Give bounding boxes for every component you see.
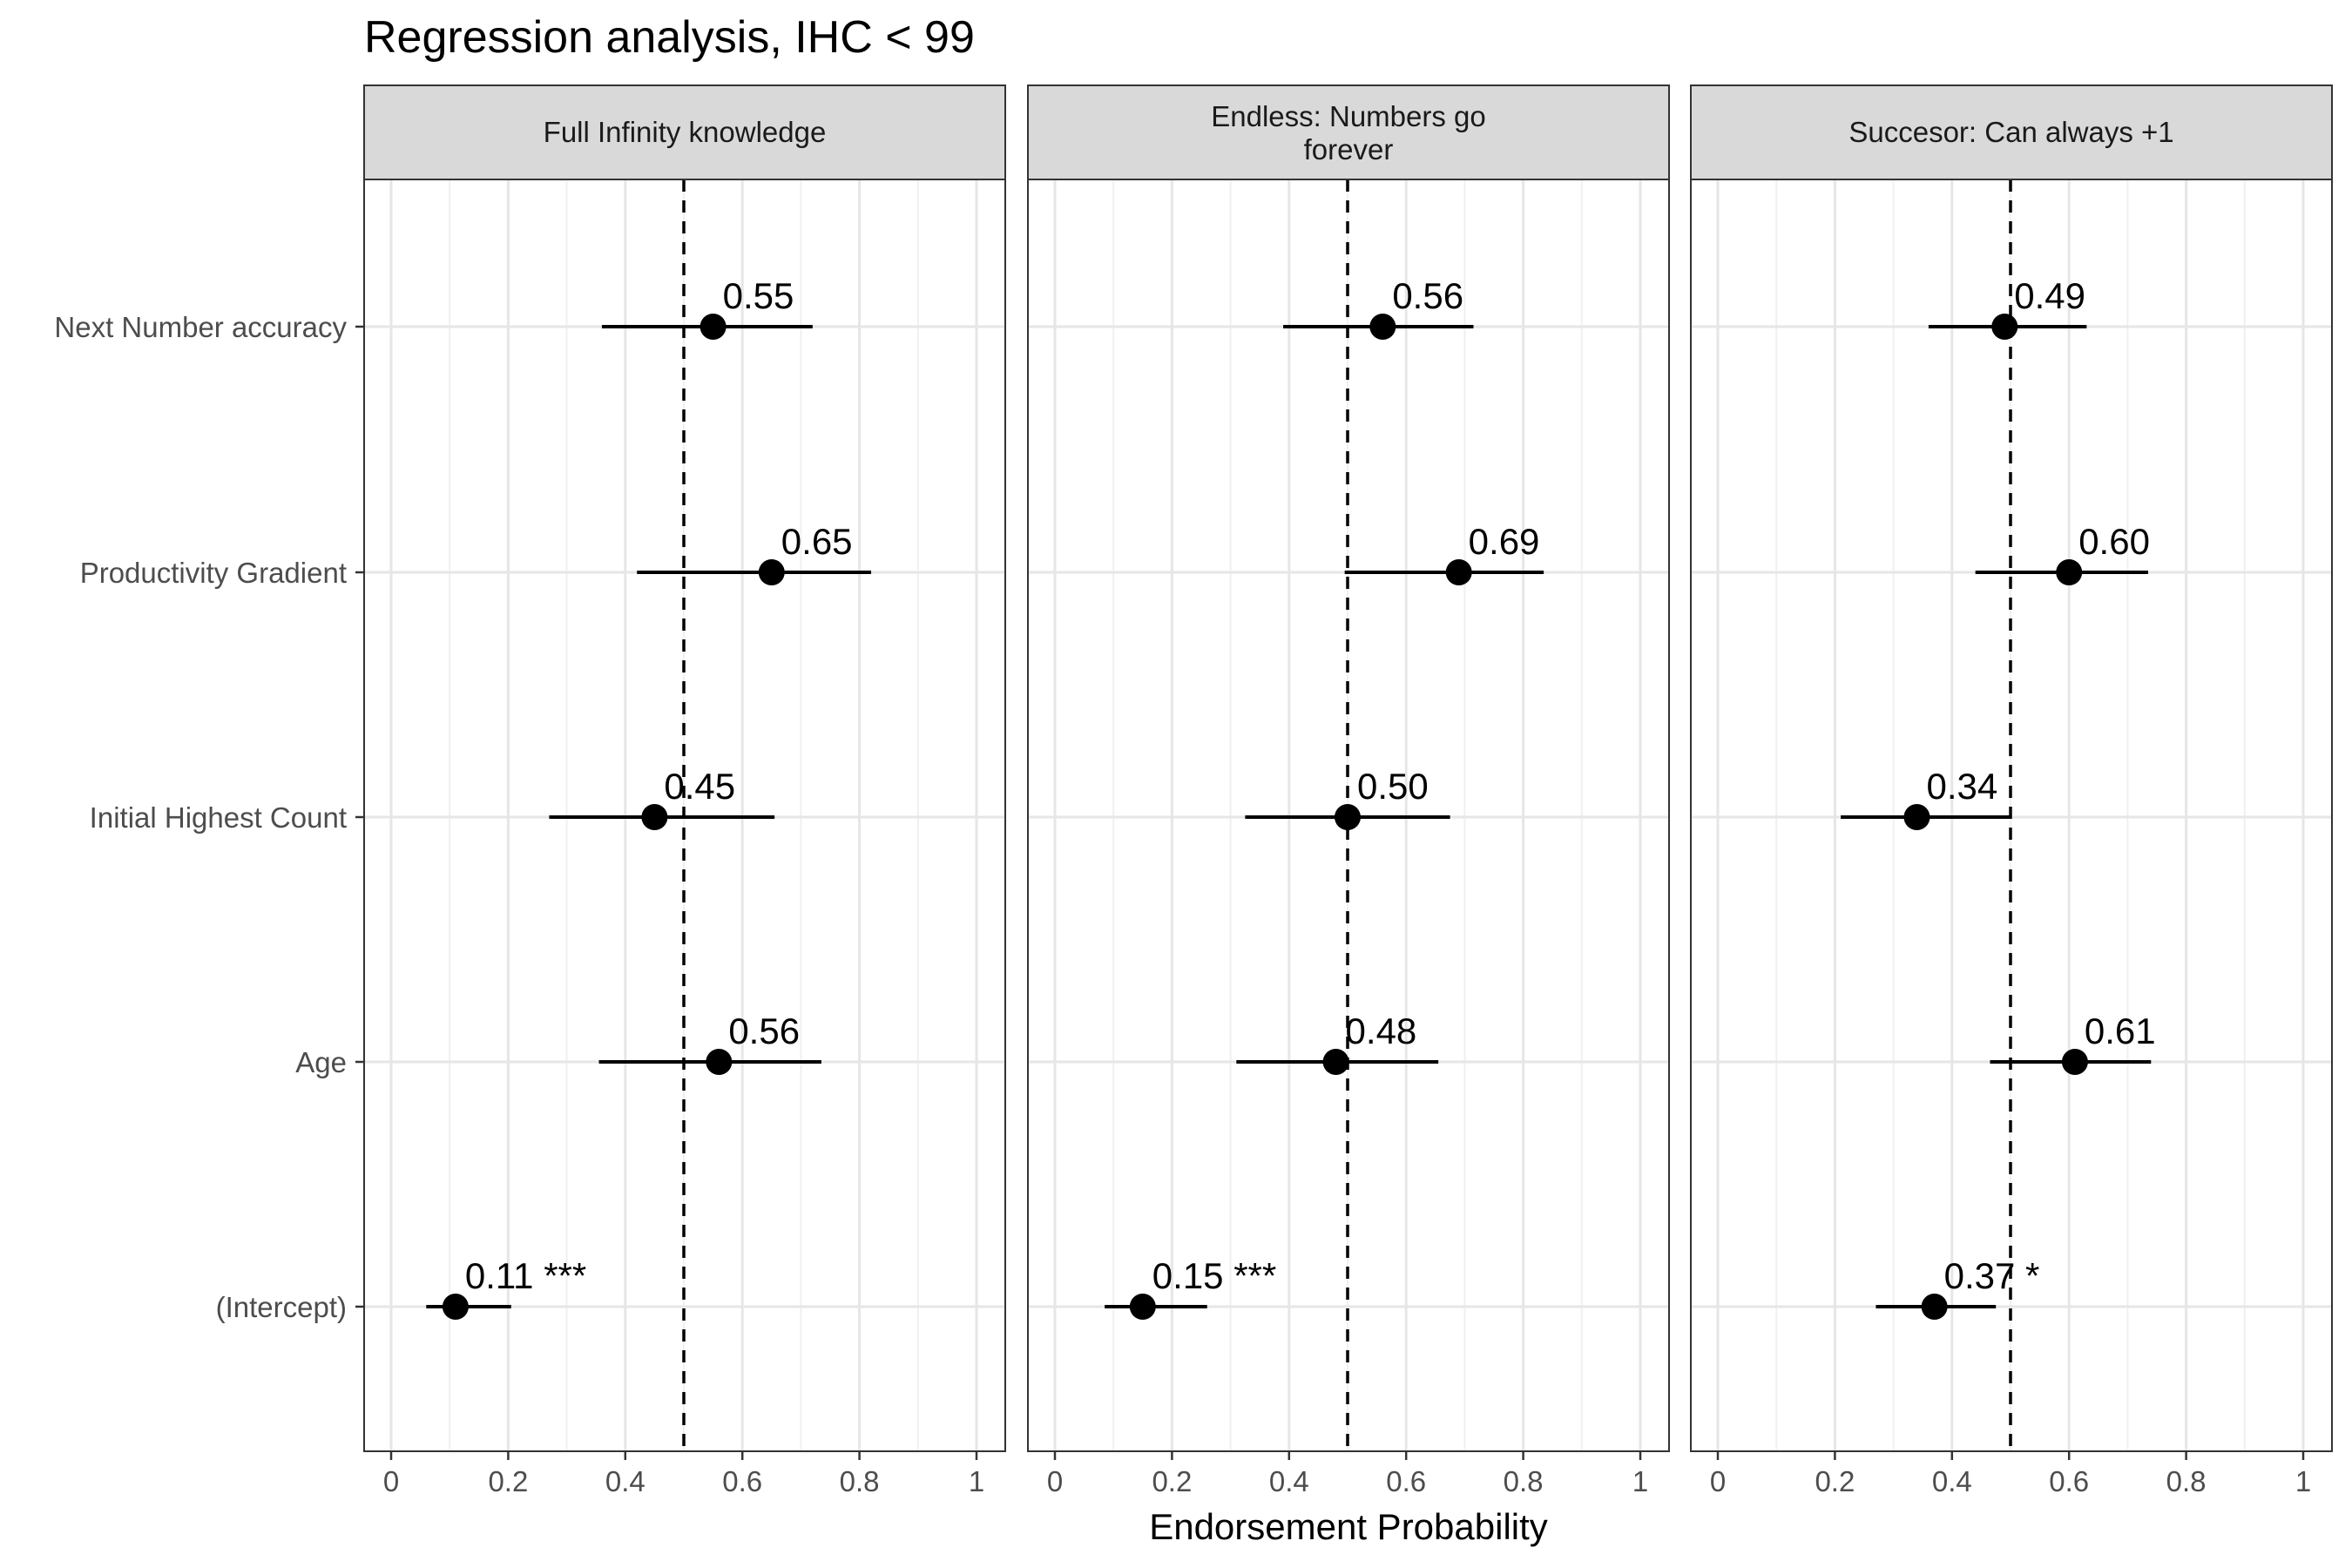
estimate-point — [758, 559, 785, 585]
x-tick-label: 0.6 — [1386, 1465, 1426, 1497]
estimate-point — [2061, 1049, 2088, 1075]
estimate-point — [1921, 1294, 1948, 1320]
data-label: 0.49 — [2014, 275, 2085, 316]
facet-strip — [363, 84, 1006, 180]
data-label: 0.45 — [664, 766, 735, 807]
x-tick-label: 0 — [1047, 1465, 1063, 1497]
x-tick-label: 0.6 — [722, 1465, 762, 1497]
y-category-label: Next Number accuracy — [54, 311, 347, 343]
estimate-point — [1335, 804, 1361, 830]
x-tick-label: 0.2 — [488, 1465, 528, 1497]
x-tick-label: 0.4 — [1932, 1465, 1972, 1497]
estimate-point — [1322, 1049, 1349, 1075]
data-label: 0.48 — [1346, 1010, 1417, 1051]
x-tick-label: 0.2 — [1152, 1465, 1192, 1497]
facet-strip — [1690, 84, 2333, 180]
facet-label: Endless: Numbers go — [1211, 100, 1485, 132]
data-label: 0.50 — [1357, 766, 1429, 807]
data-label: 0.65 — [781, 521, 853, 562]
data-label: 0.34 — [1926, 766, 1997, 807]
data-label: 0.56 — [1392, 275, 1463, 316]
data-label: 0.60 — [2078, 521, 2150, 562]
facet-label: Full Infinity knowledge — [544, 116, 827, 148]
x-axis-title: Endorsement Probability — [1149, 1506, 1548, 1547]
data-label: 0.55 — [723, 275, 794, 316]
estimate-point — [442, 1294, 469, 1320]
x-tick-label: 1 — [1632, 1465, 1648, 1497]
estimate-point — [1369, 314, 1396, 340]
estimate-point — [1129, 1294, 1156, 1320]
data-label: 0.56 — [728, 1010, 800, 1051]
data-label: 0.37 * — [1944, 1255, 2040, 1296]
data-label: 0.15 *** — [1152, 1255, 1276, 1296]
x-tick-label: 0 — [1710, 1465, 1726, 1497]
data-label: 0.61 — [2085, 1010, 2156, 1051]
x-tick-label: 0.4 — [1269, 1465, 1309, 1497]
facet-strip — [1027, 84, 1670, 180]
estimate-point — [706, 1049, 733, 1075]
estimate-point — [1445, 559, 1472, 585]
y-category-label: Productivity Gradient — [80, 557, 347, 589]
x-tick-label: 0 — [383, 1465, 399, 1497]
x-tick-label: 1 — [2295, 1465, 2311, 1497]
x-tick-label: 0.4 — [605, 1465, 645, 1497]
estimate-point — [2056, 559, 2083, 585]
x-tick-label: 0.6 — [2049, 1465, 2089, 1497]
x-tick-label: 0.8 — [1504, 1465, 1544, 1497]
estimate-point — [1991, 314, 2018, 340]
x-tick-label: 0.8 — [2166, 1465, 2207, 1497]
x-tick-label: 0.2 — [1815, 1465, 1855, 1497]
data-label: 0.11 *** — [465, 1255, 586, 1296]
estimate-point — [1903, 804, 1930, 830]
estimate-point — [641, 804, 668, 830]
x-tick-label: 1 — [969, 1465, 984, 1497]
facet-label: Succesor: Can always +1 — [1848, 116, 2173, 148]
estimate-point — [700, 314, 727, 340]
y-category-label: Age — [295, 1046, 347, 1078]
chart-title: Regression analysis, IHC < 99 — [364, 12, 975, 63]
y-category-label: (Intercept) — [216, 1291, 347, 1323]
facet-label: forever — [1304, 133, 1394, 166]
x-tick-label: 0.8 — [840, 1465, 880, 1497]
y-category-label: Initial Highest Count — [90, 801, 347, 834]
data-label: 0.69 — [1469, 521, 1540, 562]
